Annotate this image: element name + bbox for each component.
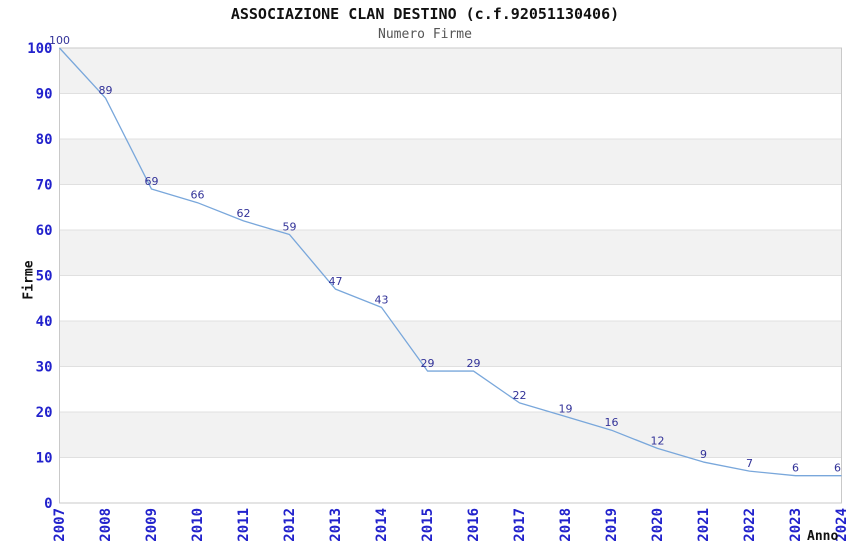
point-label: 12 [651,434,665,447]
chart-title: ASSOCIAZIONE CLAN DESTINO (c.f.920511304… [230,5,620,23]
point-label: 6 [834,462,841,475]
point-label: 29 [467,357,481,370]
x-tick-label: 2013 [328,508,344,542]
y-tick-label: 90 [36,87,53,103]
y-tick-label: 50 [36,269,53,285]
x-tick-label: 2007 [52,508,68,542]
x-tick-label: 2012 [282,508,298,542]
x-tick-label: 2015 [420,508,436,542]
chart-subtitle: Numero Firme [378,27,472,42]
y-axis-title: Firme [21,260,37,300]
grid-band [59,321,842,367]
x-tick-label: 2019 [604,508,620,542]
point-label: 66 [191,189,205,202]
y-tick-label: 0 [44,496,52,512]
y-tick-label: 10 [36,451,53,467]
x-tick-label: 2022 [742,508,758,542]
point-label: 43 [375,293,389,306]
x-tick-label: 2011 [236,508,252,542]
point-label: 22 [513,389,527,402]
x-tick-label: 2021 [696,508,712,542]
y-tick-label: 60 [36,223,53,239]
y-tick-label: 100 [27,41,52,57]
y-tick-label: 40 [36,314,53,330]
point-label: 47 [329,275,343,288]
plot-border [59,47,842,504]
point-label: 69 [145,175,159,188]
point-label: 19 [559,403,573,416]
x-axis-title: Anno [807,529,839,544]
series-line [59,47,842,477]
grid-band [59,412,842,458]
x-tick-label: 2008 [98,508,114,542]
y-tick-label: 20 [36,405,53,421]
x-tick-label: 2023 [788,508,804,542]
x-tick-label: 2014 [374,508,390,542]
point-label: 59 [283,221,297,234]
point-label: 9 [700,448,707,461]
grid-band [59,48,842,94]
x-tick-label: 2020 [650,508,666,542]
x-tick-label: 2024 [834,508,850,542]
y-tick-label: 80 [36,132,53,148]
point-label: 89 [99,84,113,97]
point-label: 16 [605,416,619,429]
point-label: 100 [49,34,70,47]
x-tick-label: 2018 [558,508,574,542]
x-tick-label: 2010 [190,508,206,542]
x-tick-label: 2009 [144,508,160,542]
point-label: 7 [746,457,753,470]
grid-band [59,139,842,185]
y-tick-label: 30 [36,360,53,376]
x-tick-label: 2017 [512,508,528,542]
point-label: 6 [792,462,799,475]
y-tick-label: 70 [36,178,53,194]
point-label: 62 [237,207,251,220]
x-tick-label: 2016 [466,508,482,542]
point-label: 29 [421,357,435,370]
grid-band [59,230,842,276]
